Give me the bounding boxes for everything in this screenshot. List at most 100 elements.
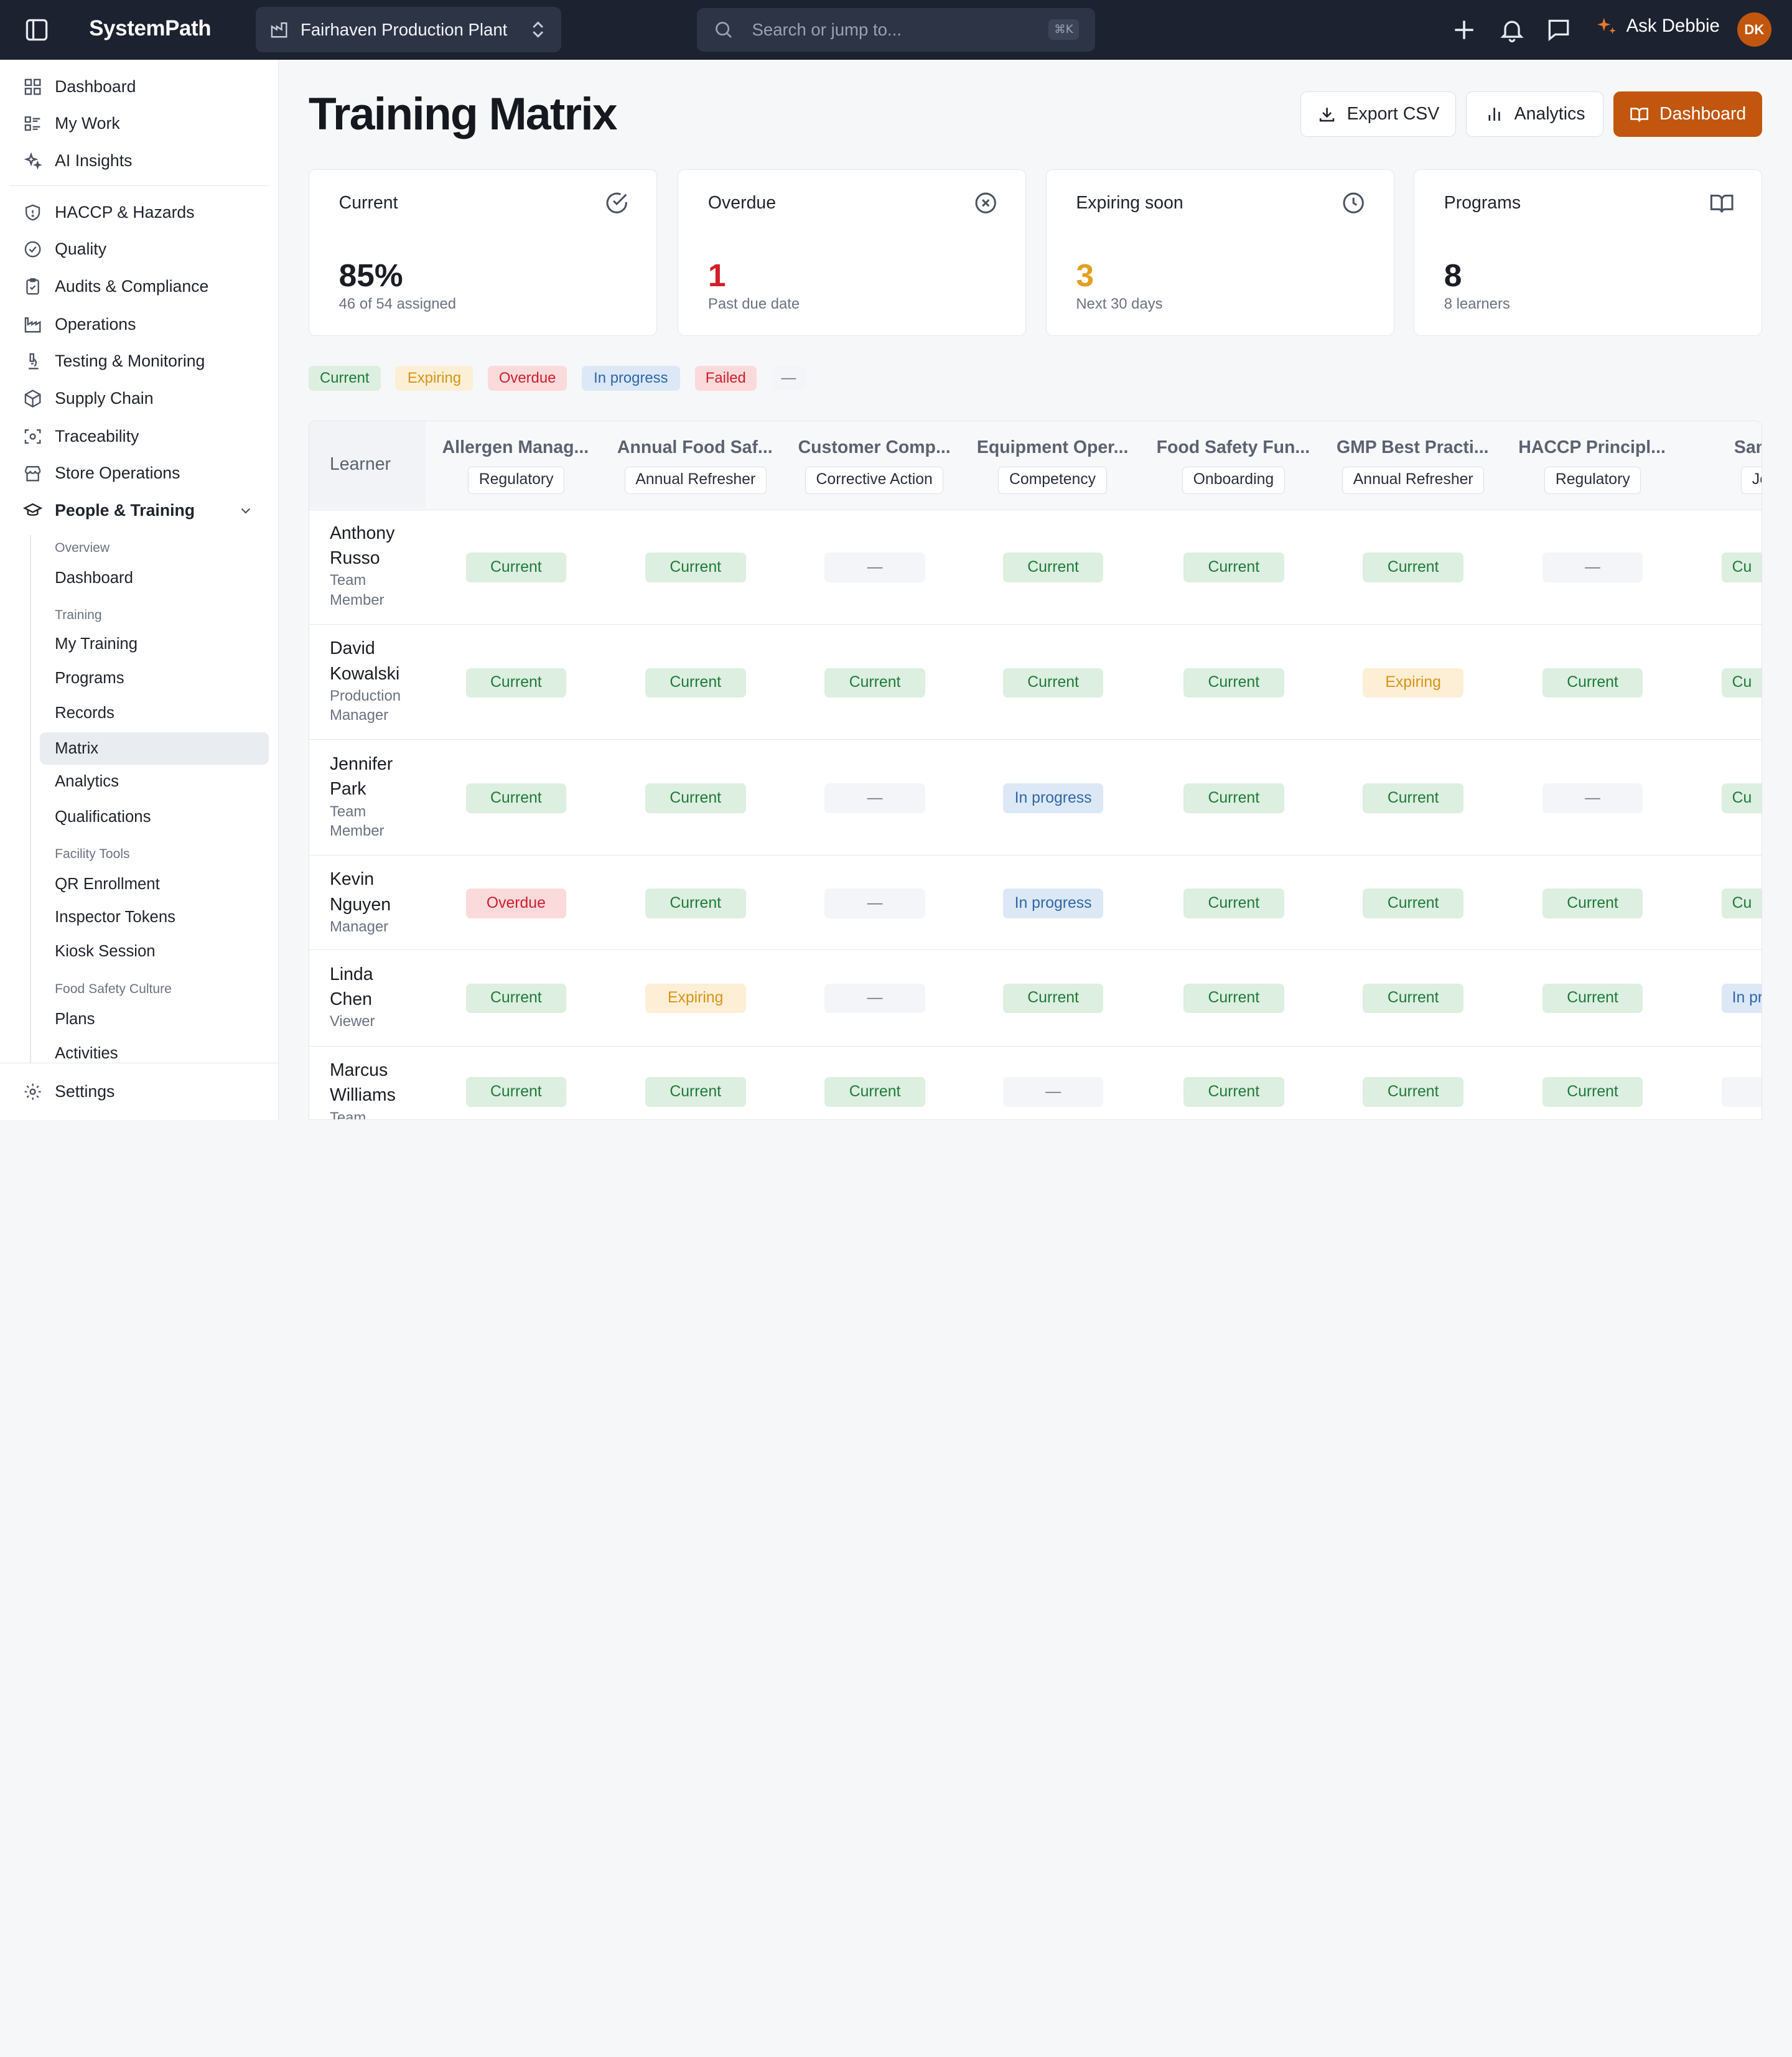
status-cell[interactable]: Current xyxy=(465,668,567,698)
learner-name[interactable]: Linda xyxy=(329,964,373,984)
learner-name[interactable]: Park xyxy=(329,779,366,800)
status-cell[interactable]: Current xyxy=(1363,553,1463,582)
status-cell[interactable]: — xyxy=(824,783,925,813)
export-csv-button[interactable]: Export CSV xyxy=(1300,91,1456,138)
global-search[interactable]: ⌘K xyxy=(697,7,1095,52)
subnav-kiosk-session[interactable]: Kiosk Session xyxy=(55,943,156,961)
status-cell[interactable]: Expiring xyxy=(645,983,746,1014)
nav-quality[interactable]: Quality xyxy=(9,232,270,266)
subnav-records[interactable]: Records xyxy=(55,704,114,722)
status-cell[interactable]: — xyxy=(824,553,925,582)
learner-column-header[interactable]: Learner xyxy=(309,421,426,508)
status-cell[interactable]: In pr xyxy=(1722,983,1762,1014)
message-icon[interactable] xyxy=(1545,16,1572,44)
status-cell[interactable]: Current xyxy=(1183,889,1284,918)
status-cell[interactable]: Current xyxy=(824,668,925,698)
status-cell[interactable]: — xyxy=(1542,783,1643,813)
status-cell[interactable]: Current xyxy=(1183,783,1284,813)
status-cell[interactable]: Cu xyxy=(1722,783,1762,813)
status-cell[interactable]: Expiring xyxy=(1363,668,1463,698)
nav-haccp[interactable]: HACCP & Hazards xyxy=(9,195,270,230)
learner-name[interactable]: Kevin xyxy=(329,869,375,890)
status-cell[interactable]: — xyxy=(1542,553,1643,582)
program-column-header[interactable]: HACCP Principl... Regulatory xyxy=(1502,421,1681,508)
status-cell[interactable]: Current xyxy=(1002,983,1104,1014)
nav-settings[interactable]: Settings xyxy=(0,1063,278,1120)
search-input[interactable] xyxy=(752,19,1038,40)
status-cell[interactable]: Current xyxy=(824,1077,925,1107)
app-logo[interactable]: SystemPath xyxy=(89,16,212,40)
status-cell[interactable]: Current xyxy=(465,983,567,1014)
status-cell[interactable]: Current xyxy=(1002,668,1104,698)
nav-supply-chain[interactable]: Supply Chain xyxy=(9,381,270,416)
subnav-analytics[interactable]: Analytics xyxy=(55,772,119,790)
status-cell[interactable]: Current xyxy=(645,889,746,918)
program-column-header[interactable]: Allergen Manag... Regulatory xyxy=(426,421,605,508)
subnav-inspector-tokens[interactable]: Inspector Tokens xyxy=(55,908,175,926)
bell-icon[interactable] xyxy=(1498,16,1526,44)
status-cell[interactable]: Current xyxy=(1542,668,1643,698)
learner-name[interactable]: Chen xyxy=(329,989,372,1010)
status-cell[interactable]: Current xyxy=(645,1077,746,1107)
program-column-header[interactable]: Sanitatio Job S xyxy=(1682,421,1762,508)
status-cell[interactable]: Current xyxy=(1183,1077,1284,1107)
learner-name[interactable]: David xyxy=(329,638,375,659)
status-cell[interactable]: In progress xyxy=(1002,889,1104,918)
status-cell[interactable]: Current xyxy=(1183,668,1284,698)
status-cell[interactable]: Current xyxy=(645,553,746,582)
program-column-header[interactable]: Annual Food Saf... Annual Refresher xyxy=(605,421,785,508)
status-cell[interactable]: Current xyxy=(1542,1077,1643,1107)
table-row[interactable]: Marcus Williams Team Current Current Current —… xyxy=(309,1047,1762,1119)
status-cell[interactable]: — xyxy=(1002,1077,1104,1107)
program-column-header[interactable]: Customer Comp... Corrective Action xyxy=(785,421,964,508)
status-cell[interactable]: Current xyxy=(1363,783,1463,813)
subnav-qr-enrollment[interactable]: QR Enrollment xyxy=(55,875,160,893)
program-column-header[interactable]: Food Safety Fun... Onboarding xyxy=(1144,421,1323,508)
learner-name[interactable]: Jennifer xyxy=(329,753,393,774)
subnav-activities[interactable]: Activities xyxy=(55,1044,118,1062)
learner-name[interactable]: Anthony xyxy=(329,523,395,543)
status-cell[interactable]: Current xyxy=(645,668,746,698)
status-cell[interactable]: — xyxy=(824,983,925,1014)
status-cell[interactable]: Current xyxy=(465,553,567,582)
nav-dashboard[interactable]: Dashboard xyxy=(9,70,270,104)
status-cell[interactable]: Current xyxy=(1363,889,1463,918)
status-cell[interactable]: Current xyxy=(465,1077,567,1107)
subnav-programs[interactable]: Programs xyxy=(55,669,124,688)
nav-ai-insights[interactable]: AI Insights xyxy=(9,144,270,178)
plus-icon[interactable] xyxy=(1450,16,1478,44)
status-cell[interactable]: In progress xyxy=(1002,783,1104,813)
table-row[interactable]: Linda Chen Viewer Current Expiring — Current Cu… xyxy=(309,950,1762,1047)
learner-name[interactable]: Williams xyxy=(329,1085,396,1106)
nav-testing[interactable]: Testing & Monitoring xyxy=(9,344,270,378)
dashboard-button[interactable]: Dashboard xyxy=(1613,91,1763,138)
status-cell[interactable]: Current xyxy=(1542,889,1643,918)
user-avatar[interactable]: DK xyxy=(1737,12,1771,47)
subnav-matrix[interactable]: Matrix xyxy=(40,732,269,765)
nav-traceability[interactable]: Traceability xyxy=(9,419,270,454)
learner-name[interactable]: Russo xyxy=(329,548,380,569)
program-column-header[interactable]: Equipment Oper... Competency xyxy=(963,421,1142,508)
site-switcher[interactable]: Fairhaven Production Plant xyxy=(256,7,561,53)
sidebar-toggle-icon[interactable] xyxy=(23,16,50,44)
ask-debbie-button[interactable]: Ask Debbie xyxy=(1595,15,1720,38)
status-cell[interactable]: Overdue xyxy=(465,889,567,918)
subnav-dashboard[interactable]: Dashboard xyxy=(55,569,133,587)
status-cell[interactable]: Current xyxy=(645,783,746,813)
nav-my-work[interactable]: My Work xyxy=(9,106,270,141)
status-cell[interactable]: Current xyxy=(1002,553,1104,582)
subnav-qualifications[interactable]: Qualifications xyxy=(55,808,151,826)
status-cell[interactable]: Current xyxy=(465,783,567,813)
table-row[interactable]: David Kowalski Production Manager Current Cur… xyxy=(309,625,1762,740)
table-row[interactable]: Kevin Nguyen Manager Overdue Current — In prog… xyxy=(309,856,1762,951)
status-cell[interactable]: — xyxy=(824,889,925,918)
status-cell[interactable]: Current xyxy=(1542,983,1643,1014)
table-row[interactable]: Anthony Russo Team Member Current Current — Cur… xyxy=(309,509,1762,625)
nav-store-operations[interactable]: Store Operations xyxy=(9,456,270,490)
subnav-plans[interactable]: Plans xyxy=(55,1010,95,1028)
status-cell[interactable]: Current xyxy=(1183,553,1284,582)
status-cell[interactable]: Current xyxy=(1363,983,1463,1014)
status-cell[interactable]: Cu xyxy=(1722,553,1762,582)
status-cell[interactable] xyxy=(1722,1077,1762,1107)
learner-name[interactable]: Marcus xyxy=(329,1060,388,1080)
